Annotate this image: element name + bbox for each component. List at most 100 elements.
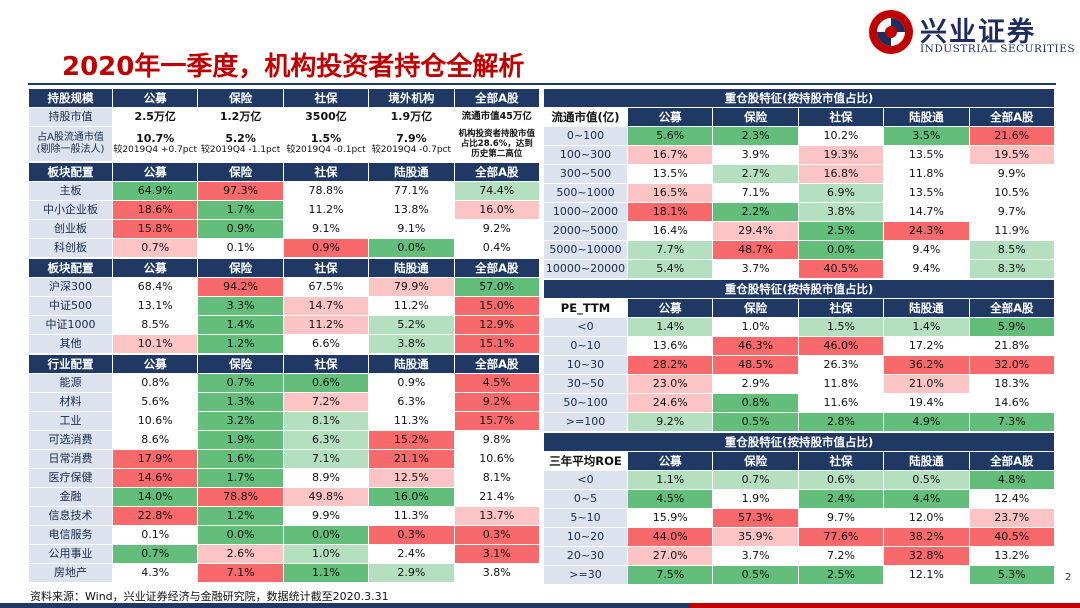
value-cell: 5.6% <box>111 392 199 412</box>
value-cell: 21.8% <box>968 336 1056 356</box>
value-cell: 0.8% <box>111 373 199 393</box>
row-label: 沪深300 <box>28 277 113 297</box>
value-cell: 3.2% <box>197 411 284 431</box>
value-cell: 4.8% <box>968 470 1056 490</box>
row-label: 10~30 <box>543 355 628 375</box>
value-cell: 13.2% <box>968 546 1056 566</box>
value-cell: 2.4% <box>797 489 885 509</box>
value-cell: 2.3% <box>712 126 799 146</box>
value-cell: 11.2% <box>282 315 370 335</box>
column-header: 陆股通 <box>368 258 455 278</box>
value-cell: 8.1% <box>282 411 370 431</box>
value-cell: 0.6% <box>282 373 370 393</box>
value-cell: 4.5% <box>453 373 541 393</box>
value-cell: 3.8% <box>368 334 455 354</box>
value-cell: 44.0% <box>626 527 714 547</box>
value-cell: 4.4% <box>883 489 970 509</box>
value-cell: 17.2% <box>883 336 970 356</box>
value-cell: 24.6% <box>626 393 714 413</box>
right-panel: 重仓股特征(按持股市值占比) 流通市值(亿) 公募 保险 社保 陆股通 全部A股 0~100 5… <box>543 88 1056 585</box>
value-cell: 13.5% <box>883 145 970 165</box>
value-cell: 48.7% <box>712 240 799 260</box>
value-cell: 21.4% <box>453 487 541 507</box>
value-cell: 10.1% <box>111 334 199 354</box>
column-header: 全部A股 <box>968 451 1056 471</box>
value-cell: 12.0% <box>883 508 970 528</box>
value-cell: 38.2% <box>883 527 970 547</box>
value-cell: 40.5% <box>968 527 1056 547</box>
value-cell: 9.2% <box>626 412 714 432</box>
share-value: 5.2% <box>225 131 256 145</box>
column-header: 社保 <box>282 258 370 278</box>
value-cell: 4.9% <box>883 412 970 432</box>
value-cell: 0.1% <box>197 238 284 258</box>
row-header-label: PE_TTM <box>543 298 628 318</box>
value-cell: 10.6% <box>111 411 199 431</box>
value-cell: 13.7% <box>453 506 541 526</box>
column-header: 社保 <box>282 162 370 182</box>
value-cell: 8.1% <box>453 468 541 488</box>
value-cell: 4.5% <box>626 489 714 509</box>
logo-mark-icon <box>869 10 913 54</box>
roe-table: 重仓股特征(按持股市值占比) 三年平均ROE 公募 保险 社保 陆股通 全部A股 <0 1.1%… <box>543 432 1056 585</box>
value-cell: 11.2% <box>368 296 455 316</box>
value-cell: 14.6% <box>968 393 1056 413</box>
row-label: 5~10 <box>543 508 628 528</box>
value-cell: 32.8% <box>883 546 970 566</box>
column-header: 保险 <box>197 258 284 278</box>
table-row: 1000~2000 18.1% 2.2% 3.8% 14.7% 9.7% <box>543 202 1056 222</box>
value-cell: 5.2% <box>368 315 455 335</box>
section-title: 重仓股特征(按持股市值占比) <box>543 88 1055 108</box>
value-cell: 2.5% <box>797 565 885 585</box>
value-cell: 29.4% <box>712 221 799 241</box>
column-header: 陆股通 <box>368 354 455 374</box>
row-label: 0~5 <box>543 489 628 509</box>
value-cell: 18.3% <box>968 374 1056 394</box>
table-row: 中证1000 8.5% 1.4% 11.2% 5.2% 12.9% <box>28 315 541 335</box>
market-value-row: 持股市值 2.5万亿 1.2万亿 3500亿 1.9万亿 流通市值45万亿 <box>28 107 541 127</box>
value-cell: 2.4% <box>368 544 455 564</box>
value-cell: 13.8% <box>368 200 455 220</box>
share-delta: 较2019Q4 -0.1pct <box>286 144 366 155</box>
value-cell: 2.2% <box>712 202 799 222</box>
column-header-row: PE_TTM 公募 保险 社保 陆股通 全部A股 <box>543 298 1056 318</box>
value-cell: 9.2% <box>453 219 541 239</box>
share-value: 1.5% <box>310 131 342 145</box>
share-row: 占A股流通市值 (剔除一般法人) 10.7% 较2019Q4 +0.7pct 5.… <box>28 126 541 162</box>
value-cell: 3500亿 <box>282 107 370 127</box>
value-cell: 0.1% <box>111 525 199 545</box>
scale-header-row: 持股规模 公募 保险 社保 境外机构 全部A股 <box>28 88 541 108</box>
row-label: 金融 <box>28 487 113 507</box>
value-cell: 79.9% <box>368 277 455 297</box>
value-cell: 12.5% <box>368 468 455 488</box>
value-cell: 1.4% <box>883 317 970 337</box>
value-cell: 15.8% <box>111 219 199 239</box>
value-cell: 57.3% <box>712 508 799 528</box>
row-label: 材料 <box>28 392 113 412</box>
share-cell: 1.5% 较2019Q4 -0.1pct <box>282 126 370 162</box>
value-cell: 0.4% <box>453 238 541 258</box>
table-row: 300~500 13.5% 2.7% 16.8% 11.8% 9.9% <box>543 164 1056 184</box>
value-cell: 8.5% <box>111 315 199 335</box>
row-label: 1000~2000 <box>543 202 628 222</box>
value-cell: 1.2% <box>197 334 284 354</box>
column-header: 全部A股 <box>453 258 541 278</box>
row-label: 5000~10000 <box>543 240 628 260</box>
table-row: <0 1.4% 1.0% 1.5% 1.4% 5.9% <box>543 317 1056 337</box>
value-cell: 4.3% <box>111 563 199 583</box>
value-cell: 36.2% <box>883 355 970 375</box>
value-cell: 0.7% <box>712 470 799 490</box>
value-cell: 7.1% <box>197 563 284 583</box>
value-cell: 16.4% <box>626 221 714 241</box>
row-label: 其他 <box>28 334 113 354</box>
value-cell: 16.8% <box>797 164 885 184</box>
value-cell: 13.5% <box>883 183 970 203</box>
value-cell: 0.0% <box>197 525 284 545</box>
value-cell: 46.3% <box>712 336 799 356</box>
row-label: 电信服务 <box>28 525 113 545</box>
source-note: 资料来源：Wind，兴业证券经济与金融研究院，数据统计截至2020.3.31 <box>30 590 389 603</box>
value-cell: 15.1% <box>453 334 541 354</box>
header-cell: 公募 <box>111 88 199 108</box>
header-cell: 保险 <box>197 88 284 108</box>
value-cell: 9.4% <box>883 240 970 260</box>
